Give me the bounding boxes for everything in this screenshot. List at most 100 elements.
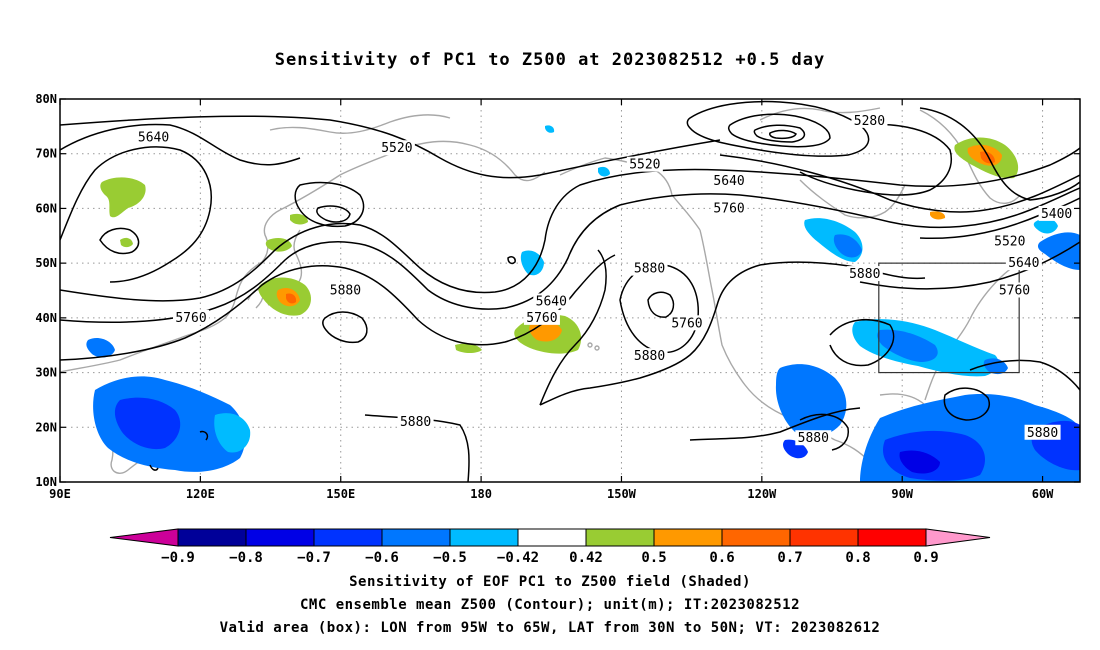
lon-tick-label: 90E <box>49 487 71 501</box>
lat-tick-label: 50N <box>35 256 57 270</box>
colorbar-label: 0.5 <box>641 550 666 566</box>
shade-pos-siberia-small <box>120 237 133 248</box>
sensitivity-shading <box>86 125 1080 482</box>
shade-neg-ne-pacific <box>520 250 544 276</box>
contour-label-bg <box>996 282 1033 298</box>
contour-label: 5520 <box>381 141 412 156</box>
colorbar-label: −0.7 <box>297 550 331 566</box>
contour-label-bg <box>631 260 668 276</box>
shade-pos-central-pacific-core <box>529 320 562 342</box>
shade-neg-atlantic-mid <box>983 358 1008 375</box>
coast-greenland <box>919 109 1021 204</box>
shade-pos-japan-peak <box>286 293 297 304</box>
contour-label: 5520 <box>994 234 1025 249</box>
coast-siberia <box>279 140 546 211</box>
contour-label: 5880 <box>330 284 361 299</box>
contour-5760-main <box>60 187 1080 324</box>
contour-closed-okhotsk-inner <box>316 205 351 223</box>
contour-5880-gulf-mex <box>799 413 850 451</box>
lat-tick-label: 10N <box>35 475 57 489</box>
valid-area-box <box>878 262 1020 374</box>
shade-pos-sakhalin <box>290 213 308 225</box>
colorbar-label: −0.5 <box>433 550 467 566</box>
colorbar-label: −0.6 <box>365 550 399 566</box>
colorbar-segment <box>381 528 451 547</box>
contour-5640-main <box>60 147 1080 302</box>
contour-closed-ne-pacific-low-inner <box>647 291 675 318</box>
shade-pos-siberia <box>100 177 146 218</box>
lat-tick-label: 40N <box>35 311 57 325</box>
contour-closed-arctic-low-5280 <box>727 113 831 148</box>
contour-label-bg <box>523 309 560 325</box>
contour-label-bg <box>173 309 210 325</box>
contour-label: 5640 <box>1008 256 1039 271</box>
contour-closed-arctic-low-core <box>769 129 797 140</box>
contour-fragments-tropics <box>149 430 209 471</box>
shade-neg-arctic-spot <box>545 125 555 133</box>
contour-closed-arctic-low-inner <box>753 124 806 143</box>
shade-neg-labrador-sea <box>1037 232 1080 270</box>
shade-neg-south-china-sea-core <box>114 397 181 450</box>
contour-label-bg <box>851 112 888 128</box>
contour-5520-canada <box>719 154 1080 213</box>
contour-5880-atlantic <box>969 359 1080 391</box>
contour-closed-okhotsk <box>294 181 365 228</box>
shade-pos-baffin-spot <box>930 211 946 220</box>
shade-neg-hudson-bay-core <box>833 234 862 258</box>
map-border <box>59 98 1081 483</box>
colorbar-segment <box>857 528 927 547</box>
contour-closed-nw-pacific <box>322 311 368 344</box>
coast-asia <box>60 209 281 373</box>
contour-labels: 5280 5400 5520 5520 5520 5640 5640 5640 5640 5760… <box>135 112 1075 446</box>
shade-pos-pacific-west <box>455 343 482 353</box>
colorbar-label: −0.8 <box>229 550 263 566</box>
coast-hudson-bay <box>799 179 906 219</box>
contour-closed-siberia <box>99 227 140 255</box>
contour-5520-north <box>60 115 721 179</box>
colorbar-label: 0.9 <box>913 550 938 566</box>
lat-tick-label: 30N <box>35 366 57 380</box>
contour-label-bg <box>533 293 570 309</box>
contour-label-bg <box>711 200 748 216</box>
colorbar-label: −0.42 <box>497 550 539 566</box>
colorbar-segment <box>721 528 791 547</box>
colorbar-segment <box>653 528 723 547</box>
contour-label-bg <box>1038 205 1075 221</box>
colorbar-segment <box>585 528 655 547</box>
lat-tick-label: 60N <box>35 201 57 215</box>
contour-label-bg <box>795 430 832 446</box>
island-hawaii <box>587 342 593 348</box>
shade-neg-mexico <box>775 364 847 437</box>
contour-label: 5520 <box>629 158 660 173</box>
contour-closed-gulf <box>829 319 895 367</box>
contour-label: 5760 <box>526 311 557 326</box>
contour-label-bg <box>327 282 364 298</box>
colorbar-label: 0.6 <box>709 550 734 566</box>
contour-label: 5760 <box>671 316 702 331</box>
lon-tick-label: 60W <box>1032 487 1054 501</box>
footer-line-2: CMC ensemble mean Z500 (Contour); unit(m… <box>299 597 800 613</box>
shade-neg-philippines <box>214 413 251 453</box>
footer-line-1: Sensitivity of EOF PC1 to Z500 field (Sh… <box>349 574 751 590</box>
colorbar-label: 0.7 <box>777 550 802 566</box>
contour-label: 5880 <box>798 431 829 446</box>
contour-label-bg <box>846 266 883 282</box>
z500-contours <box>60 100 1080 482</box>
contour-label: 5640 <box>536 294 567 309</box>
contour-5400-greenland <box>919 107 1080 201</box>
colorbar-segment <box>449 528 519 547</box>
contour-label-bg <box>991 233 1028 249</box>
lon-tick-label: 120E <box>186 487 215 501</box>
contour-5640-east <box>919 197 1080 240</box>
contour-label: 5760 <box>999 284 1030 299</box>
contour-label: 5760 <box>175 311 206 326</box>
coast-arctic-islands <box>759 107 881 121</box>
colorbar-segment <box>789 528 859 547</box>
lon-tick-label: 150E <box>326 487 355 501</box>
coast-arctic-asia <box>269 114 451 134</box>
lon-tick-label: 90W <box>891 487 913 501</box>
contour-label: 5880 <box>1027 426 1058 441</box>
contour-label: 5880 <box>400 415 431 430</box>
shade-pos-greenland-peak <box>980 151 995 164</box>
contour-closed-atlantic <box>943 387 990 421</box>
